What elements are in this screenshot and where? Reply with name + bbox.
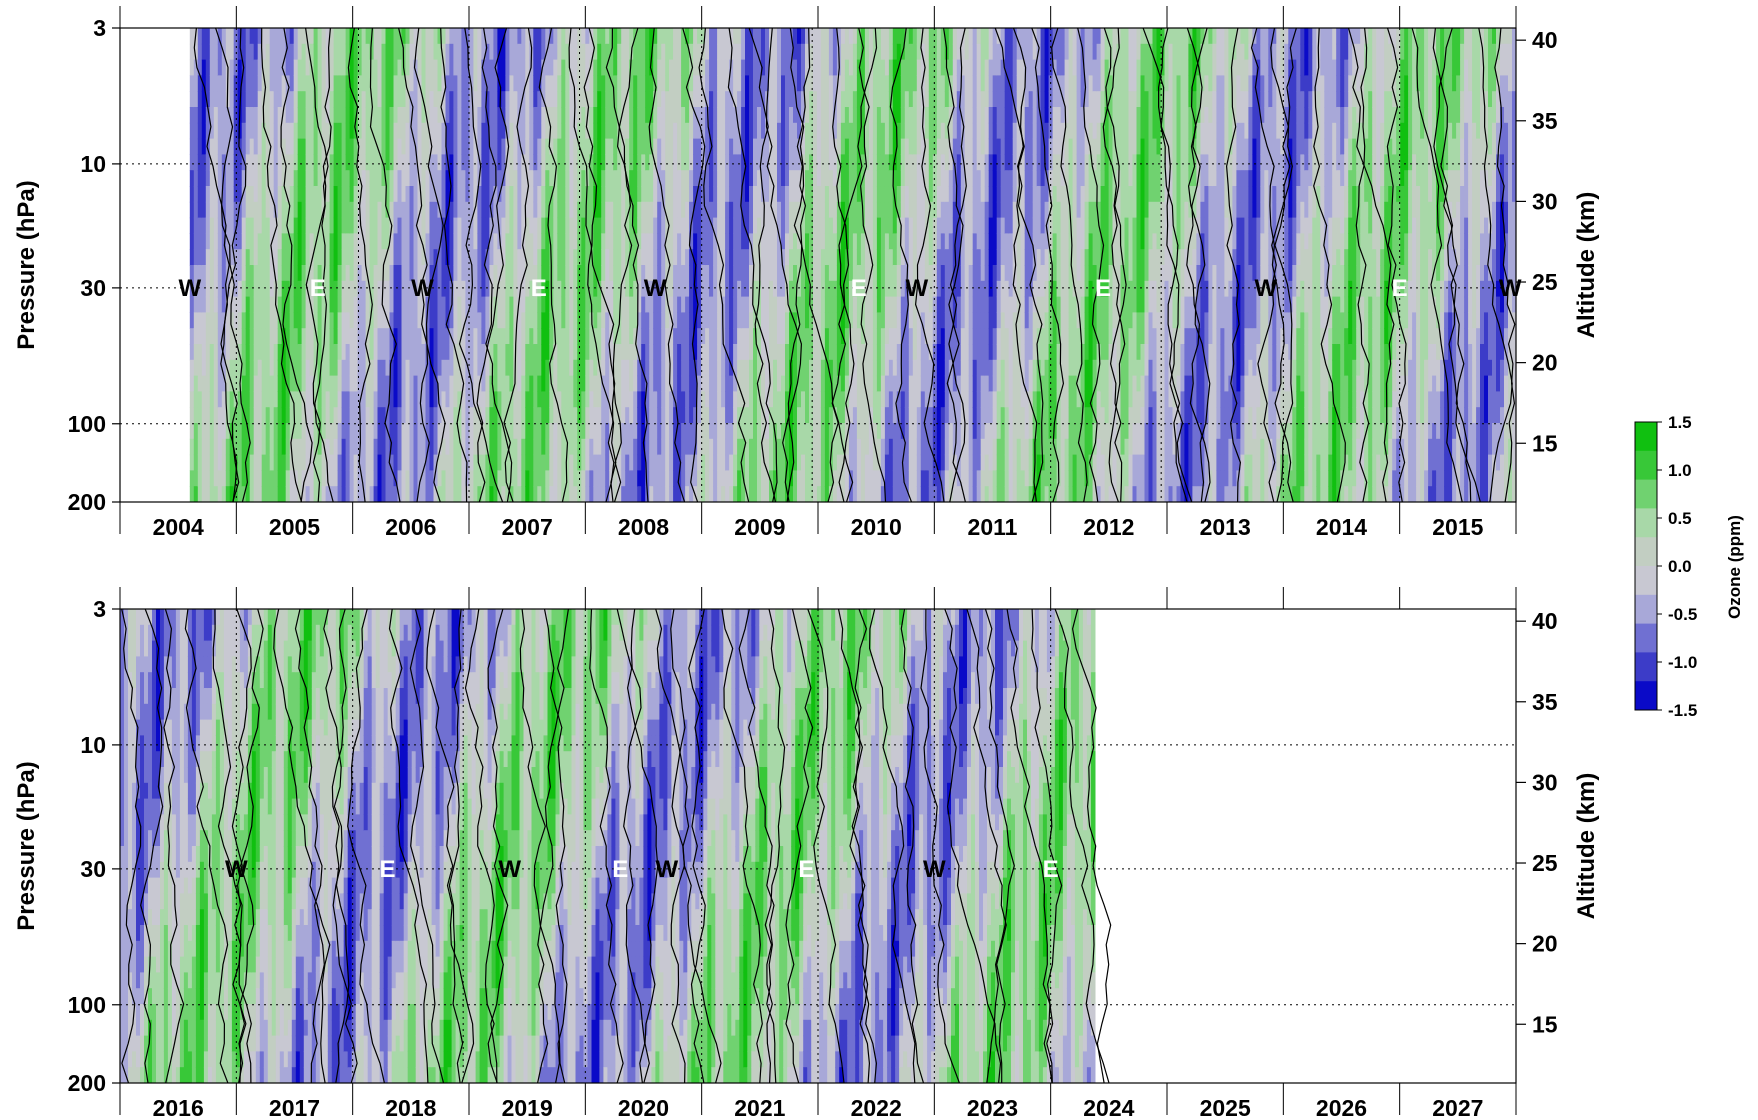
x-tick-label: 2010: [851, 514, 902, 540]
x-tick-label: 2020: [618, 1095, 669, 1120]
y-tick-label: 200: [68, 1070, 106, 1096]
alt-tick-label: 40: [1532, 608, 1558, 634]
qbo-westerly-label: W: [178, 275, 201, 302]
qbo-easterly-label: E: [798, 856, 814, 883]
colorbar: Ozone (ppm) 1.5 1.0 0.5 0.0 -0.5 -1.0 -1.5: [1634, 413, 1744, 720]
qbo-westerly-label: W: [1499, 275, 1522, 302]
colorbar-label: Ozone (ppm): [1725, 515, 1744, 619]
y-tick-label: 30: [80, 275, 106, 301]
qbo-easterly-label: E: [1043, 856, 1059, 883]
y-tick-label: 30: [80, 856, 106, 882]
x-tick-label: 2015: [1432, 514, 1483, 540]
y-axis-title: Pressure (hPa): [13, 180, 40, 349]
qbo-easterly-label: E: [380, 856, 396, 883]
x-tick-label: 2013: [1200, 514, 1251, 540]
x-tick-label: 2021: [734, 1095, 785, 1120]
qbo-westerly-label: W: [225, 856, 248, 883]
x-tick-label: 2025: [1200, 1095, 1251, 1120]
qbo-westerly-label: W: [906, 275, 929, 302]
qbo-westerly-label: W: [498, 856, 521, 883]
colorbar-tick-label: -1.5: [1668, 701, 1697, 720]
qbo-westerly-label: W: [923, 856, 946, 883]
colorbar-tick-label: -1.0: [1668, 653, 1697, 672]
alt-tick-label: 20: [1532, 931, 1558, 957]
colorbar-swatch: [1635, 681, 1657, 711]
alt-tick-label: 35: [1532, 689, 1558, 715]
colorbar-tick-label: 1.5: [1668, 413, 1692, 432]
x-tick-label: 2019: [502, 1095, 553, 1120]
colorbar-tick-label: 1.0: [1668, 461, 1692, 480]
x-tick-label: 2014: [1316, 514, 1367, 540]
colorbar-swatch: [1635, 623, 1657, 653]
y-tick-label: 3: [93, 15, 106, 41]
alt-tick-label: 20: [1532, 350, 1558, 376]
alt-axis-title: Altitude (km): [1573, 773, 1600, 920]
qbo-easterly-label: E: [1095, 275, 1111, 302]
alt-tick-label: 15: [1532, 430, 1558, 456]
colorbar-tick-label: -0.5: [1668, 605, 1697, 624]
bottom-panel: 2016 2017 2018 2019 2020 2021 2022 2023 2024 2025…: [13, 587, 1600, 1120]
heatmap-field: [189, 28, 1516, 502]
heatmap-field: [120, 609, 1096, 1083]
contour-lines: [121, 609, 1112, 1083]
x-tick-label: 2005: [269, 514, 320, 540]
x-tick-label: 2017: [269, 1095, 320, 1120]
qbo-easterly-label: E: [1392, 275, 1408, 302]
qbo-westerly-label: W: [411, 275, 434, 302]
alt-tick-label: 25: [1532, 850, 1558, 876]
colorbar-swatch: [1635, 566, 1657, 596]
contour-lines: [193, 28, 1516, 502]
y-tick-label: 10: [80, 732, 106, 758]
top-panel: 2004 2005 2006 2007 2008 2009 2010 2011 2012 2013…: [13, 6, 1600, 540]
x-tick-label: 2016: [153, 1095, 204, 1120]
x-tick-label: 2004: [153, 514, 204, 540]
colorbar-swatch: [1635, 450, 1657, 481]
x-tick-label: 2027: [1432, 1095, 1483, 1120]
x-tick-label: 2009: [734, 514, 785, 540]
y-tick-label: 10: [80, 151, 106, 177]
colorbar-swatch: [1635, 594, 1657, 625]
y-tick-label: 100: [68, 411, 106, 437]
y-axis-title: Pressure (hPa): [13, 761, 40, 930]
x-tick-label: 2018: [385, 1095, 436, 1120]
qbo-easterly-label: E: [531, 275, 547, 302]
colorbar-tick-label: 0.0: [1668, 557, 1692, 576]
x-tick-label: 2026: [1316, 1095, 1367, 1120]
qbo-easterly-label: E: [310, 275, 326, 302]
y-tick-label: 200: [68, 489, 106, 515]
x-tick-label: 2008: [618, 514, 669, 540]
qbo-westerly-label: W: [655, 856, 678, 883]
alt-tick-label: 15: [1532, 1011, 1558, 1037]
y-tick-label: 3: [93, 596, 106, 622]
x-tick-label: 2024: [1083, 1095, 1134, 1120]
alt-tick-label: 35: [1532, 108, 1558, 134]
x-tick-label: 2006: [385, 514, 436, 540]
x-tick-label: 2023: [967, 1095, 1018, 1120]
colorbar-swatch: [1635, 652, 1657, 682]
x-tick-label: 2012: [1083, 514, 1134, 540]
alt-tick-label: 30: [1532, 769, 1558, 795]
colorbar-swatch: [1635, 422, 1657, 452]
colorbar-swatch: [1635, 508, 1657, 538]
qbo-easterly-label: E: [612, 856, 628, 883]
colorbar-swatch: [1635, 537, 1657, 567]
alt-axis-title: Altitude (km): [1573, 192, 1600, 339]
alt-tick-label: 25: [1532, 269, 1558, 295]
y-tick-label: 100: [68, 992, 106, 1018]
x-tick-label: 2011: [968, 514, 1018, 540]
x-tick-label: 2007: [502, 514, 553, 540]
alt-tick-label: 30: [1532, 188, 1558, 214]
alt-tick-label: 40: [1532, 27, 1558, 53]
qbo-easterly-label: E: [851, 275, 867, 302]
colorbar-swatch: [1635, 479, 1657, 509]
x-tick-label: 2022: [851, 1095, 902, 1120]
qbo-westerly-label: W: [644, 275, 667, 302]
colorbar-tick-label: 0.5: [1668, 509, 1692, 528]
qbo-westerly-label: W: [1255, 275, 1278, 302]
